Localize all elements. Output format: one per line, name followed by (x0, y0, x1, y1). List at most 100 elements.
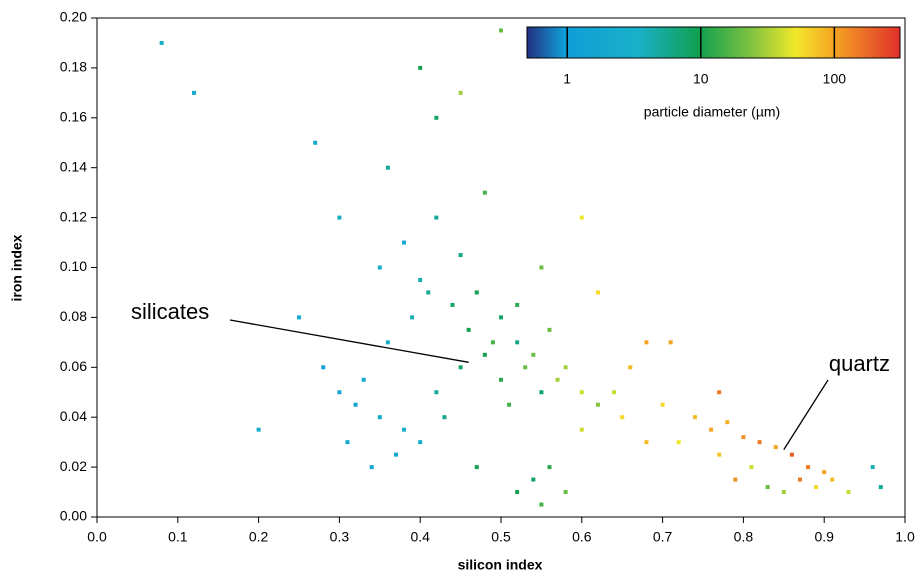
x-tick-label: 0.6 (572, 529, 592, 545)
point (579, 427, 584, 432)
point (450, 302, 455, 307)
point (474, 290, 479, 295)
point (402, 427, 407, 432)
point (499, 315, 503, 320)
x-tick-label: 0.5 (491, 529, 511, 545)
point (418, 277, 423, 282)
point (725, 420, 730, 425)
point (595, 290, 600, 295)
point (620, 415, 625, 420)
point (159, 40, 164, 45)
point (789, 452, 794, 457)
point (822, 470, 827, 475)
x-tick-label: 0.1 (168, 529, 188, 545)
point (482, 190, 487, 195)
x-tick-label: 0.0 (87, 529, 107, 545)
point (426, 290, 431, 295)
point (515, 340, 520, 345)
annotation: silicates (131, 299, 209, 324)
point (676, 440, 681, 445)
point (846, 490, 851, 495)
point (781, 490, 786, 495)
colorbar-tick-label: 1 (563, 71, 571, 87)
point (434, 115, 439, 120)
point (773, 445, 778, 450)
point (547, 327, 552, 332)
colorbar (526, 26, 901, 59)
point (482, 352, 487, 357)
point (345, 440, 350, 445)
point (402, 240, 407, 245)
annotation: quartz (829, 351, 890, 376)
y-tick-label: 0.10 (60, 258, 87, 274)
point (458, 365, 463, 370)
point (499, 28, 503, 33)
point (660, 402, 665, 407)
point (418, 65, 423, 70)
x-tick-label: 0.9 (814, 529, 834, 545)
point (337, 390, 342, 395)
point (717, 452, 722, 457)
point (668, 340, 673, 345)
point (547, 465, 552, 470)
point (717, 390, 722, 395)
point (539, 265, 544, 270)
x-axis-label: silicon index (458, 557, 543, 573)
colorbar-tick-label: 100 (823, 71, 847, 87)
colorbar-label: particle diameter (µm) (644, 104, 780, 120)
point (442, 415, 447, 420)
point (741, 435, 746, 440)
point (418, 440, 423, 445)
y-tick-label: 0.04 (60, 408, 87, 424)
point (507, 402, 512, 407)
point (539, 502, 544, 507)
point (515, 302, 520, 307)
point (434, 390, 439, 395)
point (878, 485, 883, 490)
y-tick-label: 0.12 (60, 208, 87, 224)
point (797, 477, 802, 482)
point (474, 465, 479, 470)
point (870, 465, 875, 470)
point (393, 452, 398, 457)
point (563, 365, 568, 370)
y-tick-label: 0.14 (60, 158, 87, 174)
point (612, 390, 617, 395)
point (595, 402, 600, 407)
point (644, 340, 649, 345)
point (757, 440, 762, 445)
point (765, 485, 770, 490)
point (579, 390, 584, 395)
point (830, 477, 835, 482)
x-tick-label: 1.0 (895, 529, 915, 545)
point (353, 402, 358, 407)
point (749, 465, 754, 470)
colorbar-tick-label: 10 (693, 71, 709, 87)
point (256, 427, 261, 432)
annotation-line (783, 379, 829, 450)
x-tick-label: 0.2 (249, 529, 269, 545)
point (337, 215, 342, 220)
point (466, 327, 471, 332)
point (733, 477, 738, 482)
point (692, 415, 697, 420)
x-tick-label: 0.7 (653, 529, 673, 545)
point (490, 340, 495, 345)
point (579, 215, 584, 220)
point (531, 477, 536, 482)
point (709, 427, 714, 432)
point (515, 490, 520, 495)
y-tick-label: 0.06 (60, 358, 87, 374)
point (539, 390, 544, 395)
point (313, 140, 318, 145)
y-axis-label: iron index (9, 234, 25, 301)
point (434, 215, 439, 220)
point (377, 415, 382, 420)
point (369, 465, 374, 470)
point (385, 340, 390, 345)
point (458, 253, 463, 258)
y-tick-label: 0.00 (60, 508, 87, 524)
point (410, 315, 415, 320)
point (628, 365, 633, 370)
